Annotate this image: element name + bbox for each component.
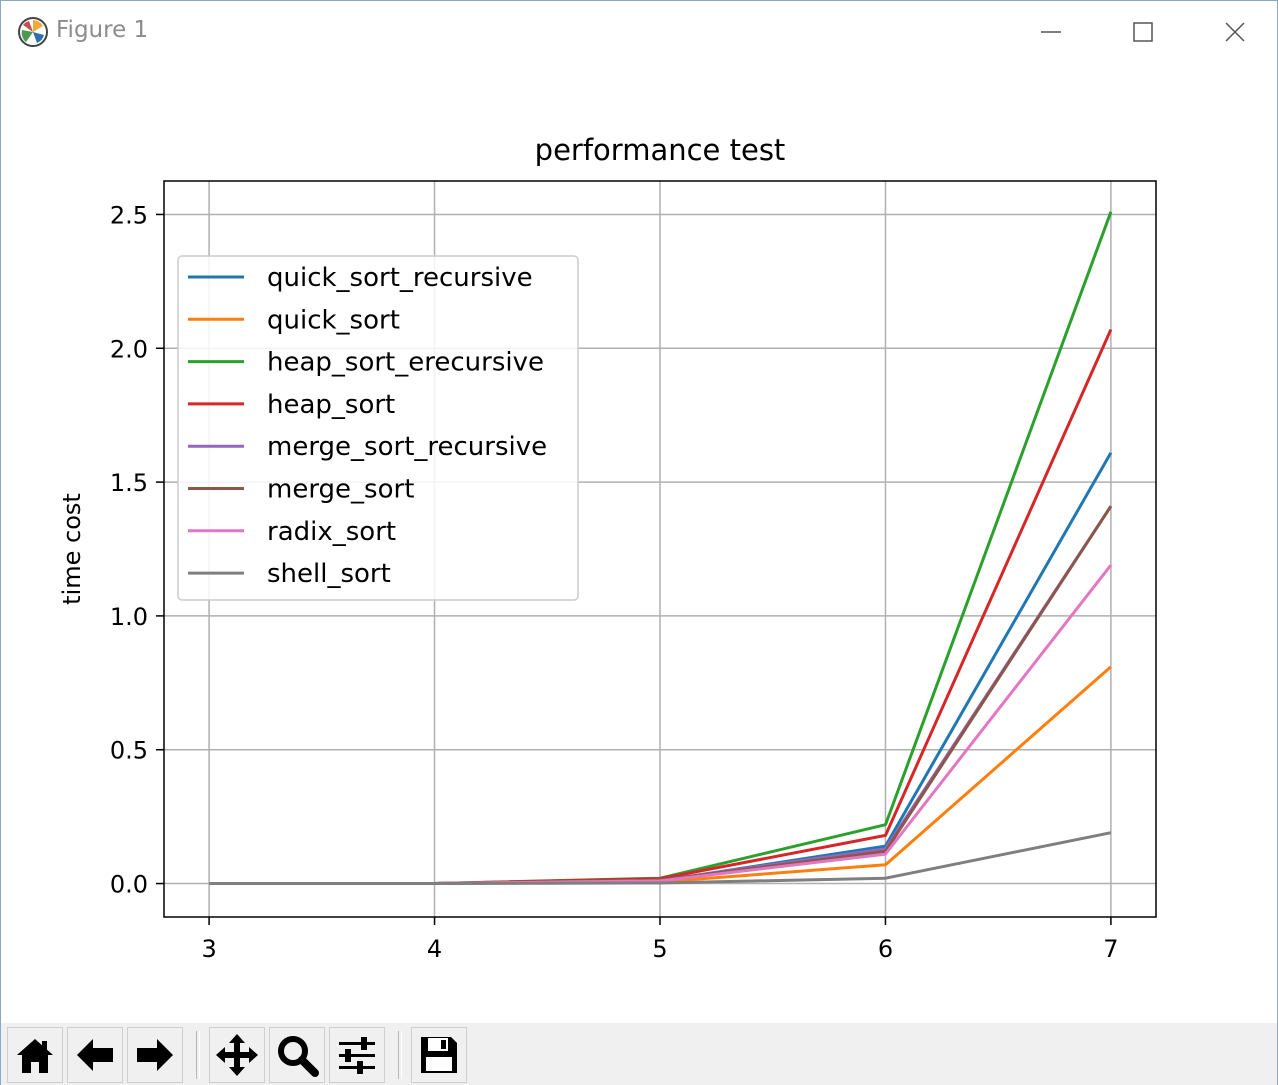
axis-ticks: 3 4 5 6 7 0.0 0.5 1.0 1.5 2.0 2.5 xyxy=(110,201,1119,963)
close-button[interactable] xyxy=(1189,1,1278,63)
navigation-toolbar xyxy=(1,1023,1277,1085)
x-tick-label: 3 xyxy=(201,935,216,963)
title-bar[interactable]: Figure 1 xyxy=(1,1,1277,63)
line-chart: 3 4 5 6 7 0.0 0.5 1.0 1.5 2.0 2.5 performance test… xyxy=(58,133,1157,963)
legend-label: quick_sort_recursive xyxy=(267,263,533,293)
move-icon xyxy=(216,1034,258,1076)
x-tick-label: 6 xyxy=(878,935,893,963)
y-tick-label: 1.5 xyxy=(110,469,148,497)
arrow-left-icon xyxy=(77,1039,113,1071)
minimize-button[interactable] xyxy=(1005,1,1097,63)
x-tick-label: 7 xyxy=(1103,935,1118,963)
home-icon xyxy=(17,1039,53,1073)
figure-canvas[interactable]: 3 4 5 6 7 0.0 0.5 1.0 1.5 2.0 2.5 performance test… xyxy=(1,63,1277,1023)
zoom-button[interactable] xyxy=(269,1027,325,1083)
y-tick-label: 0.0 xyxy=(110,871,148,899)
series-line-shell-sort xyxy=(209,831,1112,885)
arrow-right-icon xyxy=(137,1039,173,1071)
close-icon xyxy=(1225,22,1245,42)
floppy-disk-icon xyxy=(421,1037,457,1073)
legend: quick_sort_recursive quick_sort heap_sort_… xyxy=(177,255,579,601)
toolbar-separator xyxy=(196,1031,200,1079)
chart-title: performance test xyxy=(535,133,786,167)
matplotlib-logo-icon xyxy=(18,17,48,47)
pan-button[interactable] xyxy=(209,1027,265,1083)
legend-label: heap_sort_erecursive xyxy=(267,348,544,378)
legend-label: heap_sort xyxy=(267,390,395,420)
legend-label: radix_sort xyxy=(267,517,396,547)
legend-label: shell_sort xyxy=(267,559,391,589)
series-lines xyxy=(209,211,1113,885)
y-tick-label: 1.0 xyxy=(110,603,148,631)
y-tick-label: 2.0 xyxy=(110,335,148,363)
y-tick-label: 2.5 xyxy=(110,201,148,229)
y-axis-label: time cost xyxy=(58,493,86,605)
legend-label: quick_sort xyxy=(267,305,400,335)
configure-subplots-button[interactable] xyxy=(329,1027,385,1083)
x-tick-label: 4 xyxy=(427,935,442,963)
home-button[interactable] xyxy=(7,1027,63,1083)
sliders-icon xyxy=(339,1037,375,1074)
window-title: Figure 1 xyxy=(56,17,149,43)
save-button[interactable] xyxy=(411,1027,467,1083)
toolbar-separator xyxy=(398,1031,402,1079)
y-tick-label: 0.5 xyxy=(110,737,148,765)
legend-box xyxy=(177,255,579,601)
forward-button[interactable] xyxy=(127,1027,183,1083)
minimize-icon xyxy=(1041,31,1061,33)
back-button[interactable] xyxy=(67,1027,123,1083)
legend-label: merge_sort_recursive xyxy=(267,432,547,462)
maximize-button[interactable] xyxy=(1097,1,1189,63)
x-tick-label: 5 xyxy=(652,935,667,963)
maximize-icon xyxy=(1133,22,1153,42)
magnifier-icon xyxy=(278,1036,319,1077)
legend-label: merge_sort xyxy=(267,475,414,505)
